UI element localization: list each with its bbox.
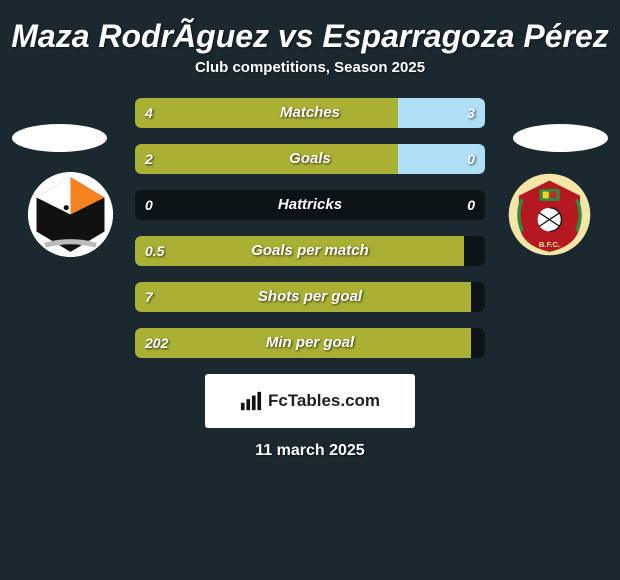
svg-text:B.F.C.: B.F.C. [539, 240, 560, 249]
bfc-crest-icon: B.F.C. [507, 172, 592, 257]
fctables-logo-icon [240, 390, 262, 412]
stat-value-right: 0 [467, 144, 475, 174]
attribution-text: FcTables.com [268, 391, 380, 411]
stat-label: Shots per goal [135, 282, 485, 312]
stat-row: 0.5Goals per match [135, 236, 485, 266]
stat-label: Goals per match [135, 236, 485, 266]
page-title: Maza RodrÃ­guez vs Esparragoza Pérez [0, 18, 620, 55]
stat-row: 2Goals0 [135, 144, 485, 174]
comparison-card: Maza RodrÃ­guez vs Esparragoza Pérez Clu… [0, 0, 620, 470]
stat-label: Goals [135, 144, 485, 174]
stat-value-right: 0 [467, 190, 475, 220]
page-subtitle: Club competitions, Season 2025 [0, 59, 620, 76]
infographic-date: 11 march 2025 [0, 442, 620, 460]
stats-area: B.F.C. 4Matches32Goals00Hattricks00.5Goa… [0, 98, 620, 358]
stat-value-right: 3 [467, 98, 475, 128]
stat-row: 4Matches3 [135, 98, 485, 128]
stat-row: 7Shots per goal [135, 282, 485, 312]
stat-row: 202Min per goal [135, 328, 485, 358]
stat-row: 0Hattricks0 [135, 190, 485, 220]
club-badge-right: B.F.C. [507, 172, 592, 257]
stat-rows: 4Matches32Goals00Hattricks00.5Goals per … [135, 98, 485, 358]
player-left-marker [12, 124, 107, 152]
jaguares-crest-icon [28, 172, 113, 257]
stat-label: Hattricks [135, 190, 485, 220]
player-right-marker [513, 124, 608, 152]
attribution-badge: FcTables.com [205, 374, 415, 428]
club-badge-left [28, 172, 113, 257]
stat-label: Min per goal [135, 328, 485, 358]
stat-label: Matches [135, 98, 485, 128]
